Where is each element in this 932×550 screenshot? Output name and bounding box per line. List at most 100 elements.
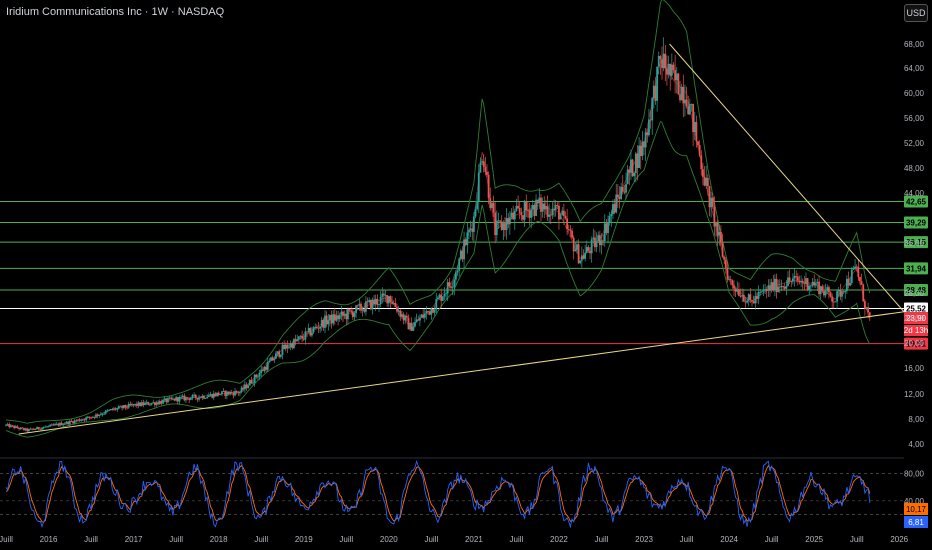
candle-body	[86, 416, 89, 418]
candle-body	[536, 199, 539, 204]
candle-body	[816, 281, 819, 284]
candle-body	[410, 322, 413, 331]
candle-body	[386, 295, 389, 304]
candle-body	[842, 291, 845, 293]
candle-body	[23, 428, 25, 431]
candle-body	[577, 244, 580, 264]
candle-body	[325, 315, 328, 325]
candle-body	[579, 260, 582, 264]
candle-body	[389, 296, 392, 303]
candle-body	[26, 428, 29, 432]
level-label: 36,15	[906, 238, 927, 247]
candle-body	[268, 360, 271, 363]
candle-body	[474, 209, 477, 217]
candle-body	[438, 294, 441, 298]
candle-body	[369, 299, 372, 310]
candle-body	[463, 239, 465, 260]
candle-body	[819, 286, 822, 295]
candle-body	[104, 410, 107, 414]
candle-body	[335, 315, 338, 321]
currency-button[interactable]: USD	[904, 4, 928, 22]
candle-body	[692, 104, 695, 133]
x-tick-label: 2026	[890, 535, 908, 544]
candle-body	[523, 201, 526, 220]
candle-body	[433, 309, 436, 313]
candle-body	[484, 166, 487, 172]
candle-body	[562, 210, 565, 217]
stoch-d-value: 10,17	[906, 505, 927, 514]
y-tick-label: 36,00	[904, 239, 925, 248]
candle-body	[792, 278, 794, 282]
candle-body	[518, 208, 521, 213]
descending-trendline	[669, 43, 905, 313]
candle-body	[481, 161, 483, 163]
candle-body	[399, 310, 402, 317]
candle-body	[401, 314, 403, 317]
candle-body	[598, 235, 601, 246]
candle-body	[461, 250, 464, 260]
candle-body	[394, 303, 397, 308]
candle-body	[490, 202, 493, 209]
candle-body	[6, 423, 9, 425]
candle-body	[605, 223, 608, 233]
candle-body	[458, 258, 461, 271]
candle-body	[811, 281, 814, 286]
candle-body	[500, 221, 503, 230]
candle-body	[561, 210, 564, 216]
candle-body	[32, 429, 35, 430]
x-tick-label: 2018	[210, 535, 228, 544]
candle-body	[450, 286, 452, 288]
candle-body	[306, 331, 308, 333]
candle-body	[648, 119, 650, 136]
candle-body	[140, 402, 143, 406]
candle-body	[638, 145, 641, 168]
candle-body	[559, 215, 562, 220]
candle-body	[404, 315, 407, 321]
candle-body	[379, 296, 382, 305]
candle-body	[505, 218, 508, 230]
candle-body	[526, 210, 529, 211]
candle-body	[93, 416, 96, 418]
candle-body	[63, 423, 66, 425]
candle-body	[587, 247, 590, 251]
candle-body	[81, 419, 84, 421]
candle-body	[332, 314, 335, 324]
y-tick-label: 56,00	[904, 114, 925, 123]
candle-body	[353, 312, 356, 317]
candle-body	[88, 416, 91, 418]
candle-body	[854, 266, 856, 269]
candle-body	[68, 420, 71, 425]
candle-body	[165, 398, 168, 403]
candle-body	[780, 285, 783, 288]
candle-body	[742, 295, 745, 302]
candle-body	[207, 395, 210, 397]
candle-body	[841, 291, 843, 297]
candle-body	[101, 414, 104, 415]
y-tick-label: 12,00	[904, 390, 925, 399]
candle-body	[67, 421, 70, 425]
candle-body	[850, 269, 853, 283]
y-tick-label: 52,00	[904, 139, 925, 148]
candle-body	[656, 66, 659, 101]
candle-body	[510, 212, 513, 218]
bollinger-basis	[5, 59, 871, 431]
candle-body	[775, 278, 778, 293]
candle-body	[139, 402, 142, 406]
candle-body	[798, 280, 801, 283]
candle-body	[155, 402, 158, 406]
candle-body	[191, 395, 194, 399]
candle-body	[760, 291, 763, 293]
candle-body	[13, 425, 16, 429]
candle-body	[796, 276, 799, 281]
candle-body	[409, 322, 411, 330]
candle-body	[216, 392, 218, 397]
candle-body	[441, 296, 444, 301]
candle-body	[832, 301, 835, 303]
candle-body	[507, 218, 510, 225]
candle-body	[387, 296, 390, 304]
candle-body	[834, 301, 837, 303]
candle-body	[589, 250, 591, 254]
candle-body	[293, 339, 295, 349]
candle-body	[823, 291, 825, 296]
